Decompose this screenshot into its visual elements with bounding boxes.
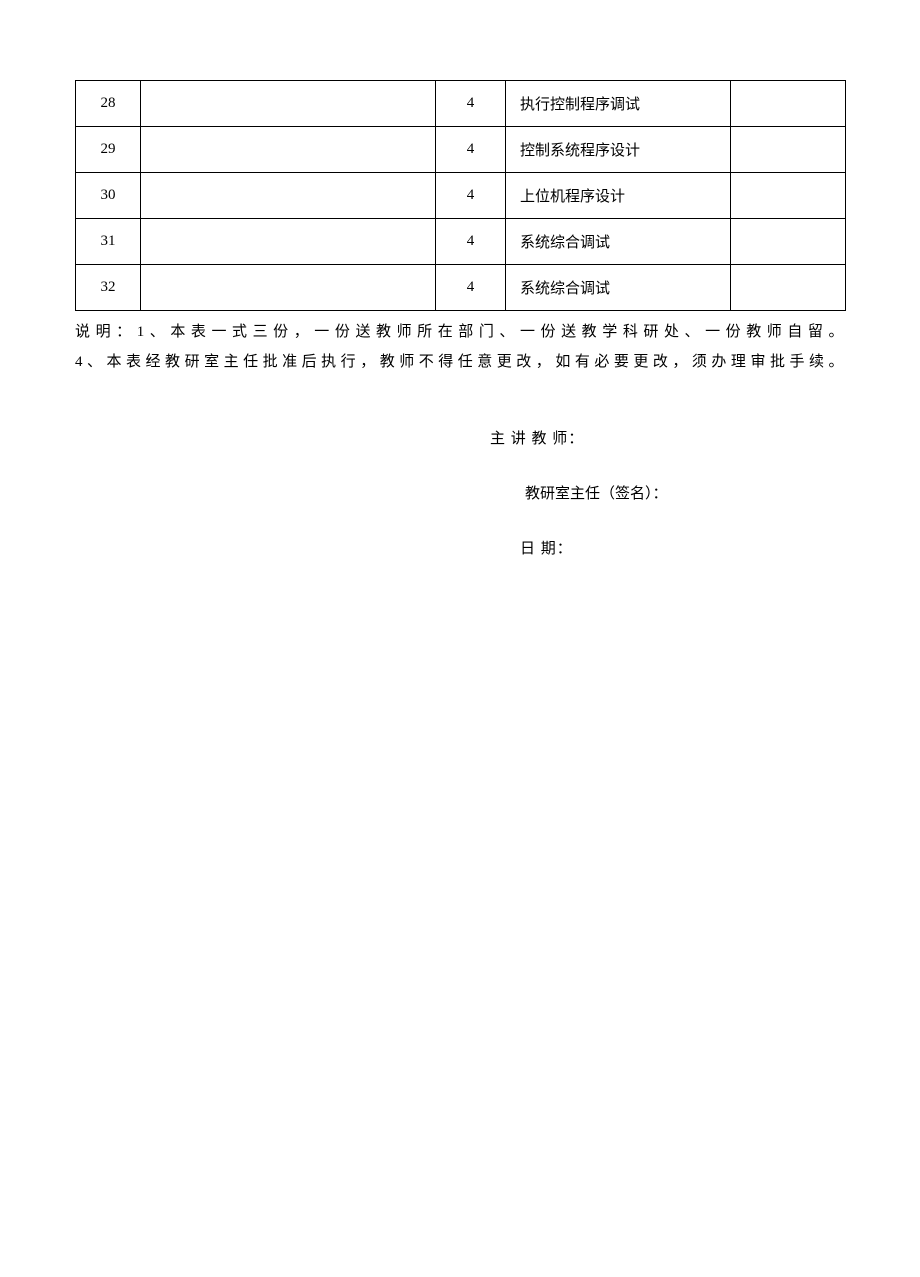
schedule-table: 28 4 执行控制程序调试 29 4 控制系统程序设计 30 4 上位机程序设计 — [75, 80, 846, 311]
cell-blank2 — [731, 81, 846, 127]
notes-section: 说明：1、本表一式三份，一份送教师所在部门、一份送教学科研处、一份教师自留。 4… — [75, 317, 845, 377]
table-row: 32 4 系统综合调试 — [76, 265, 846, 311]
cell-hours: 4 — [436, 219, 506, 265]
table-row: 28 4 执行控制程序调试 — [76, 81, 846, 127]
cell-blank1 — [141, 265, 436, 311]
cell-blank1 — [141, 127, 436, 173]
cell-content: 系统综合调试 — [506, 219, 731, 265]
cell-num: 31 — [76, 219, 141, 265]
cell-content: 系统综合调试 — [506, 265, 731, 311]
cell-hours: 4 — [436, 265, 506, 311]
cell-hours: 4 — [436, 127, 506, 173]
cell-blank1 — [141, 81, 436, 127]
cell-num: 30 — [76, 173, 141, 219]
cell-blank1 — [141, 173, 436, 219]
signature-director: 教研室主任（签名）： — [75, 467, 845, 522]
cell-hours: 4 — [436, 81, 506, 127]
cell-num: 28 — [76, 81, 141, 127]
signature-lecturer: 主 讲 教 师： — [75, 412, 845, 467]
cell-content: 上位机程序设计 — [506, 173, 731, 219]
signatures-section: 主 讲 教 师： 教研室主任（签名）： 日 期： — [75, 412, 845, 577]
table-row: 30 4 上位机程序设计 — [76, 173, 846, 219]
cell-hours: 4 — [436, 173, 506, 219]
cell-blank2 — [731, 173, 846, 219]
cell-num: 32 — [76, 265, 141, 311]
cell-blank2 — [731, 219, 846, 265]
cell-content: 控制系统程序设计 — [506, 127, 731, 173]
note-line-1: 说明：1、本表一式三份，一份送教师所在部门、一份送教学科研处、一份教师自留。 — [75, 317, 845, 347]
cell-num: 29 — [76, 127, 141, 173]
cell-content: 执行控制程序调试 — [506, 81, 731, 127]
cell-blank2 — [731, 265, 846, 311]
schedule-table-container: 28 4 执行控制程序调试 29 4 控制系统程序设计 30 4 上位机程序设计 — [75, 80, 845, 311]
signature-date: 日 期： — [75, 522, 845, 577]
cell-blank2 — [731, 127, 846, 173]
table-row: 29 4 控制系统程序设计 — [76, 127, 846, 173]
table-row: 31 4 系统综合调试 — [76, 219, 846, 265]
cell-blank1 — [141, 219, 436, 265]
note-line-2: 4、本表经教研室主任批准后执行，教师不得任意更改，如有必要更改，须办理审批手续。 — [75, 347, 845, 377]
